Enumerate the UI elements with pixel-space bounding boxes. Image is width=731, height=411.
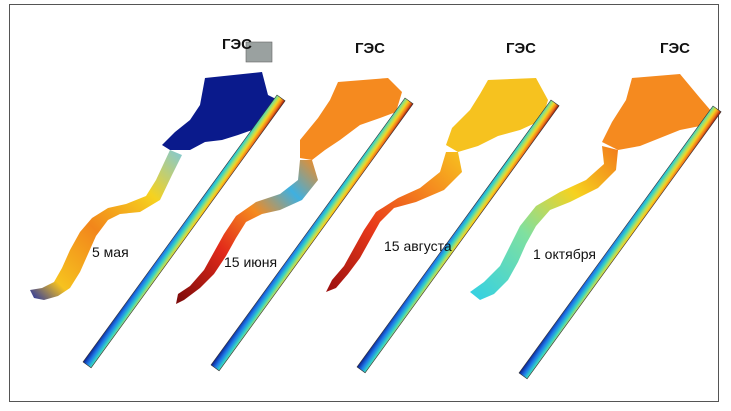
panel-4-colorbar: [518, 105, 722, 380]
panel-2-date: 15 июня: [224, 254, 278, 270]
panel-1-river: [30, 150, 182, 300]
panel-2-ges-label: ГЭС: [355, 40, 386, 57]
panel-3-map: [326, 78, 560, 374]
figure-frame: [9, 4, 719, 402]
panel-1-reservoir: [162, 72, 278, 150]
panel-1-date: 5 мая: [92, 244, 129, 260]
panel-3-river: [326, 152, 462, 292]
panel-2-river: [176, 160, 318, 304]
panel-2-map: [176, 78, 414, 372]
panel-3-date: 15 августа: [384, 238, 452, 254]
panel-4-reservoir: [602, 74, 712, 150]
panel-4-river: [470, 146, 618, 300]
panel-4-ges-label: ГЭС: [660, 40, 691, 57]
panel-2-reservoir: [300, 78, 402, 160]
panel-3-colorbar: [356, 99, 560, 374]
panel-3-reservoir: [446, 78, 548, 152]
panel-1-ges-label: ГЭС: [222, 36, 253, 53]
panel-1-colorbar: [82, 94, 286, 369]
panel-1-map: [30, 41, 286, 369]
panel-1-photo: [245, 41, 273, 63]
panel-4-date: 1 октября: [533, 246, 596, 262]
panel-4-map: [470, 74, 722, 380]
panel-3-ges-label: ГЭС: [506, 40, 537, 57]
panel-2-colorbar: [210, 97, 414, 372]
